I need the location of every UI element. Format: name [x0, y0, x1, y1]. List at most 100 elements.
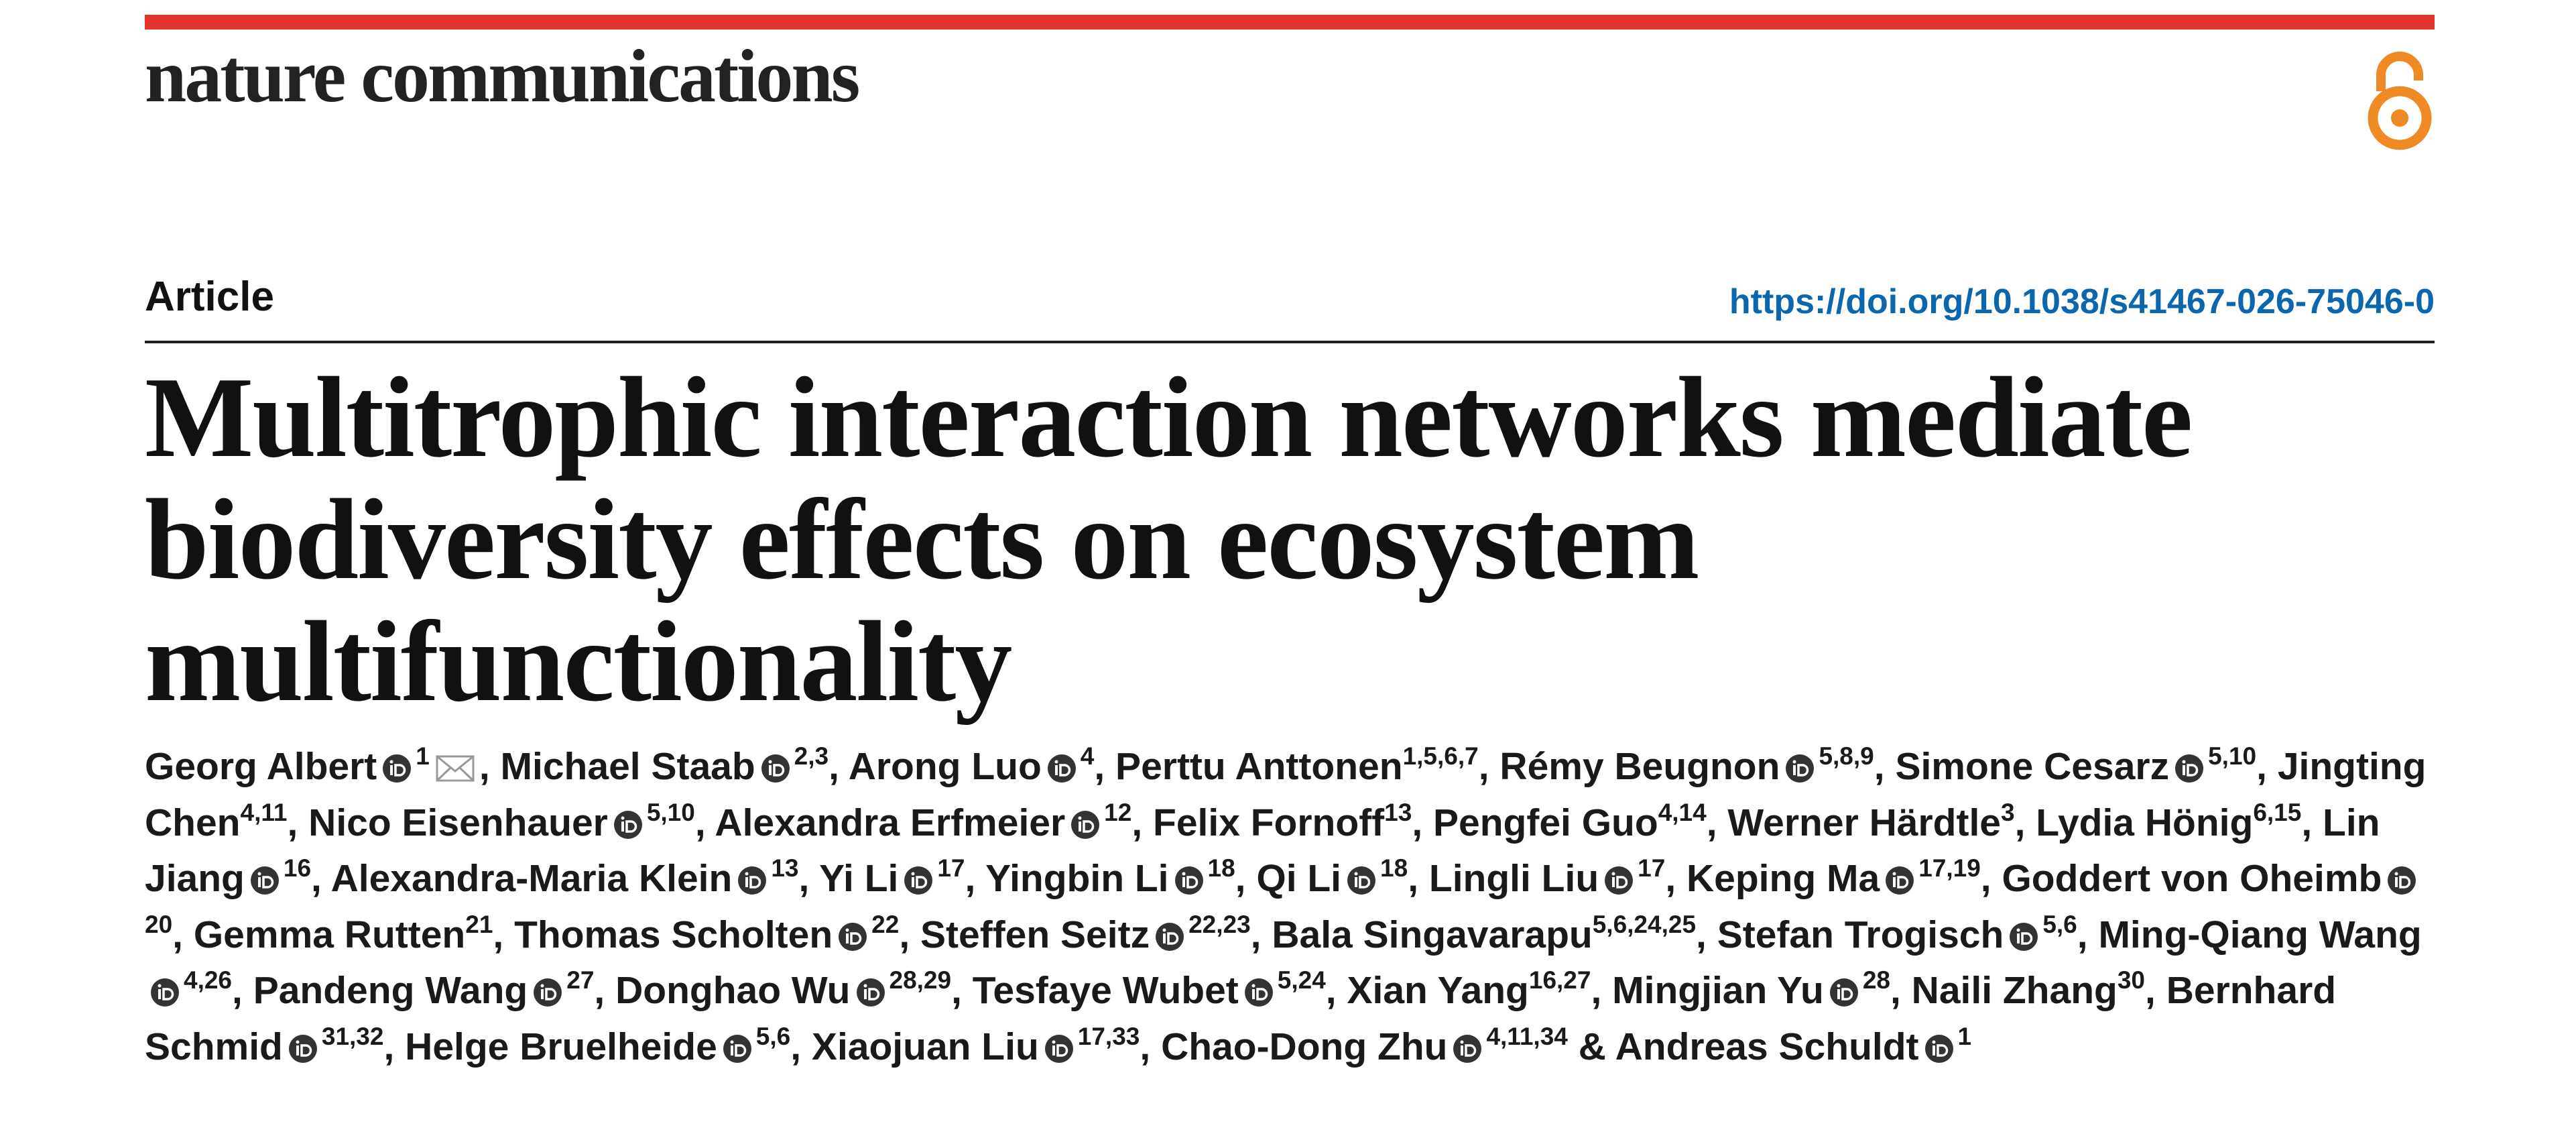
author-name[interactable]: Simone Cesarz [1895, 745, 2170, 788]
author-name[interactable]: Yi Li [819, 857, 899, 900]
author-name[interactable]: Thomas Scholten [514, 913, 833, 956]
orcid-icon[interactable] [1174, 866, 1204, 895]
author-name[interactable]: Alexandra-Maria Klein [330, 857, 733, 900]
orcid-icon[interactable] [1044, 1034, 1074, 1064]
orcid-icon[interactable] [1244, 978, 1274, 1007]
author-name[interactable]: Keping Ma [1686, 857, 1880, 900]
author: Lin Jiang 16 [145, 801, 2380, 901]
orcid-icon[interactable] [2387, 866, 2416, 895]
orcid-icon[interactable] [613, 810, 643, 840]
affiliation: 22 [871, 910, 900, 938]
email-icon[interactable] [435, 754, 475, 783]
orcid-icon[interactable] [1155, 922, 1184, 952]
author-name[interactable]: Chao-Dong Zhu [1161, 1025, 1448, 1068]
journal-name: nature communications [145, 35, 860, 118]
author: Nico Eisenhauer 5,10 [308, 800, 695, 844]
author-name[interactable]: Steffen Seitz [920, 913, 1150, 956]
affiliation: 28,29 [889, 966, 952, 994]
author-name[interactable]: Michael Staab [500, 745, 755, 788]
top-bar [145, 15, 2435, 30]
delimiter: , [798, 857, 810, 900]
author-name[interactable]: Georg Albert [145, 745, 377, 788]
author: Simone Cesarz 5,10 [1895, 744, 2256, 788]
author-name[interactable]: Mingjian Yu [1612, 969, 1824, 1012]
orcid-icon[interactable] [2174, 754, 2204, 783]
orcid-icon[interactable] [1885, 866, 1914, 895]
affiliation: 16,27 [1528, 966, 1591, 994]
author-name[interactable]: Qi Li [1256, 857, 1342, 900]
affiliation: 20 [145, 910, 173, 938]
delimiter: , [311, 857, 322, 900]
affiliation: 21 [465, 910, 493, 938]
author-name[interactable]: Gemma Rutten [193, 913, 466, 956]
author-name[interactable]: Alexandra Erfmeier [715, 801, 1066, 844]
affiliation: 4 [1080, 742, 1095, 770]
author-name[interactable]: Naili Zhang [1911, 969, 2118, 1012]
delimiter: , [287, 801, 298, 844]
affiliation: 22,23 [1188, 910, 1251, 938]
orcid-icon[interactable] [1070, 810, 1100, 840]
orcid-icon[interactable] [382, 754, 412, 783]
orcid-icon[interactable] [737, 866, 767, 895]
delimiter: , [1980, 857, 1991, 900]
delimiter: , [493, 913, 504, 956]
orcid-icon[interactable] [856, 978, 885, 1007]
orcid-icon[interactable] [288, 1034, 318, 1064]
author-name[interactable]: Bernhard Schmid [145, 969, 2337, 1068]
author-name[interactable]: Rémy Beugnon [1499, 745, 1780, 788]
orcid-icon[interactable] [1785, 754, 1815, 783]
doi-link[interactable]: https://doi.org/10.1038/s41467-026-75046… [1729, 282, 2435, 321]
author-name[interactable]: Lingli Liu [1428, 857, 1599, 900]
author-name[interactable]: Perttu Anttonen [1115, 745, 1403, 788]
orcid-icon[interactable] [1829, 978, 1859, 1007]
author-name[interactable]: Pengfei Guo [1433, 801, 1658, 844]
affiliation: 28 [1862, 966, 1890, 994]
author-name[interactable]: Jingting Chen [145, 745, 2427, 844]
author-name[interactable]: Arong Luo [848, 745, 1042, 788]
author-name[interactable]: Felix Fornoff [1153, 801, 1385, 844]
orcid-icon[interactable] [761, 754, 790, 783]
author-name[interactable]: Stefan Trogisch [1717, 913, 2004, 956]
author-name[interactable]: Yingbin Li [985, 857, 1169, 900]
delimiter: , [694, 801, 706, 844]
author-name[interactable]: Ming-Qiang Wang [2098, 913, 2422, 956]
affiliation: 6,15 [2253, 798, 2302, 826]
author-name[interactable]: Donghao Wu [615, 969, 851, 1012]
delimiter: , [1665, 857, 1676, 900]
author-name[interactable]: Tesfaye Wubet [972, 969, 1239, 1012]
affiliation: 5,24 [1277, 966, 1326, 994]
orcid-icon[interactable] [723, 1034, 752, 1064]
orcid-icon[interactable] [1924, 1034, 1954, 1064]
orcid-icon[interactable] [533, 978, 562, 1007]
affiliation: 5,6,24,25 [1592, 910, 1697, 938]
affiliation: 5,6 [755, 1022, 791, 1050]
orcid-icon[interactable] [1453, 1034, 1482, 1064]
delimiter: , [1094, 745, 1105, 788]
orcid-icon[interactable] [2009, 922, 2038, 952]
orcid-icon[interactable] [1604, 866, 1634, 895]
author-name[interactable]: Xiaojuan Liu [811, 1025, 1039, 1068]
author-name[interactable]: Nico Eisenhauer [308, 801, 608, 844]
orcid-icon[interactable] [1047, 754, 1077, 783]
author-name[interactable]: Helge Bruelheide [405, 1025, 717, 1068]
author-name[interactable]: Xian Yang [1347, 969, 1529, 1012]
affiliation: 17,19 [1918, 854, 1981, 882]
author-name[interactable]: Andreas Schuldt [1615, 1025, 1919, 1068]
delimiter: , [479, 745, 490, 788]
orcid-icon[interactable] [250, 866, 280, 895]
author-name[interactable]: Werner Härdtle [1727, 801, 2001, 844]
orcid-icon[interactable] [1347, 866, 1376, 895]
author: Michael Staab 2,3 [500, 744, 829, 788]
delimiter: , [1478, 745, 1489, 788]
author-name[interactable]: Bala Singavarapu [1272, 913, 1593, 956]
orcid-icon[interactable] [838, 922, 867, 952]
orcid-icon[interactable] [904, 866, 933, 895]
author-name[interactable]: Goddert von Oheimb [2002, 857, 2382, 900]
orcid-icon[interactable] [150, 978, 180, 1007]
author-name[interactable]: Pandeng Wang [253, 969, 528, 1012]
author: Donghao Wu 28,29 [615, 966, 952, 1012]
author-name[interactable]: Lydia Hönig [2036, 801, 2254, 844]
affiliation: 13 [1384, 798, 1412, 826]
author-name[interactable]: Lin Jiang [145, 801, 2380, 901]
